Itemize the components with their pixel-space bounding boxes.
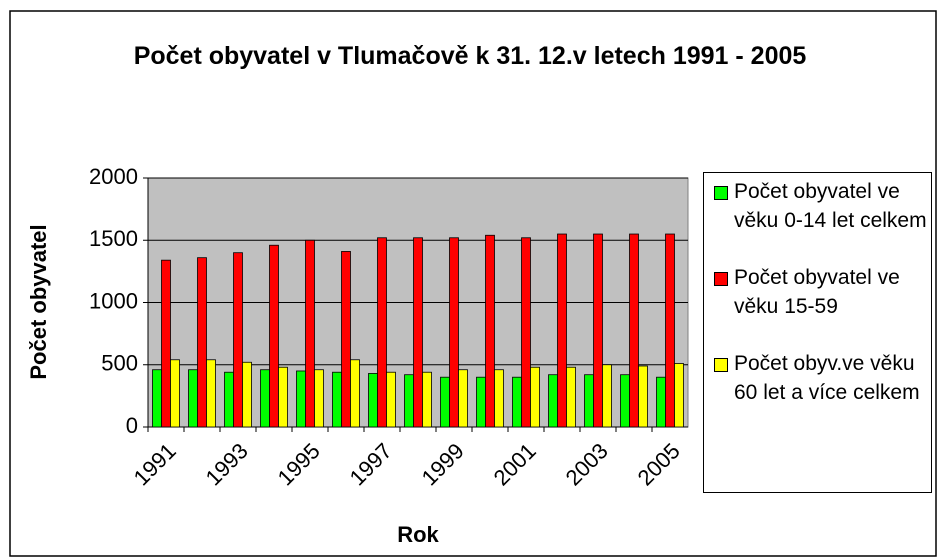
bar (413, 237, 423, 428)
bar (674, 363, 684, 428)
bar (620, 374, 630, 428)
y-tick-label: 0 (126, 413, 138, 438)
bar (161, 259, 171, 428)
legend-swatch (714, 358, 728, 372)
bar (548, 374, 558, 428)
bar (593, 233, 603, 428)
y-tick-label: 2000 (89, 164, 138, 189)
bar (305, 239, 315, 428)
bar (269, 244, 279, 428)
legend-swatch (714, 272, 728, 286)
bar (278, 366, 288, 428)
bar (665, 233, 675, 428)
bar (530, 366, 540, 428)
bar (224, 371, 234, 428)
legend-label: Počet obyv.ve věku 60 let a více celkem (734, 352, 920, 404)
bar (512, 376, 522, 428)
bar (449, 237, 459, 428)
bar (368, 373, 378, 428)
legend-label: Počet obyvatel ve věku 15-59 (734, 266, 900, 318)
x-axis-label: Rok (397, 522, 439, 547)
y-tick-label: 1500 (89, 226, 138, 251)
bar (602, 364, 612, 428)
bar (341, 251, 351, 428)
bar (197, 257, 207, 428)
bar (422, 371, 432, 428)
chart-title: Počet obyvatel v Tlumačově k 31. 12.v le… (133, 42, 807, 70)
bar (233, 252, 243, 428)
bar (242, 361, 252, 428)
bar (629, 233, 639, 428)
legend: Počet obyvatel ve věku 0-14 let celkem Po… (703, 172, 932, 493)
bar (314, 369, 324, 428)
y-axis-label: Počet obyvatel (26, 224, 51, 379)
bar (485, 234, 495, 428)
legend-item: Počet obyvatel ve věku 15-59 (714, 263, 927, 321)
y-tick-label: 1000 (89, 288, 138, 313)
bar (377, 237, 387, 428)
bar (521, 237, 531, 428)
bar (404, 374, 414, 428)
bar (296, 370, 306, 428)
legend-item: Počet obyvatel ve věku 0-14 let celkem (714, 177, 927, 235)
bar (656, 376, 666, 428)
bar (260, 369, 270, 428)
bar (386, 371, 396, 428)
y-tick-label: 500 (101, 351, 138, 376)
bar (170, 359, 180, 428)
bar (440, 376, 450, 428)
bar (476, 376, 486, 428)
legend-label: Počet obyvatel ve věku 0-14 let celkem (734, 180, 927, 232)
bar (584, 374, 594, 428)
bar (188, 369, 198, 428)
bar (458, 369, 468, 428)
bar (350, 359, 360, 428)
bar (557, 233, 567, 428)
bar (332, 371, 342, 428)
bar (494, 369, 504, 428)
legend-item: Počet obyv.ve věku 60 let a více celkem (714, 349, 927, 407)
legend-swatch (714, 186, 728, 200)
bar (152, 369, 162, 428)
bar (638, 365, 648, 428)
bar (566, 366, 576, 428)
bar (206, 359, 216, 428)
